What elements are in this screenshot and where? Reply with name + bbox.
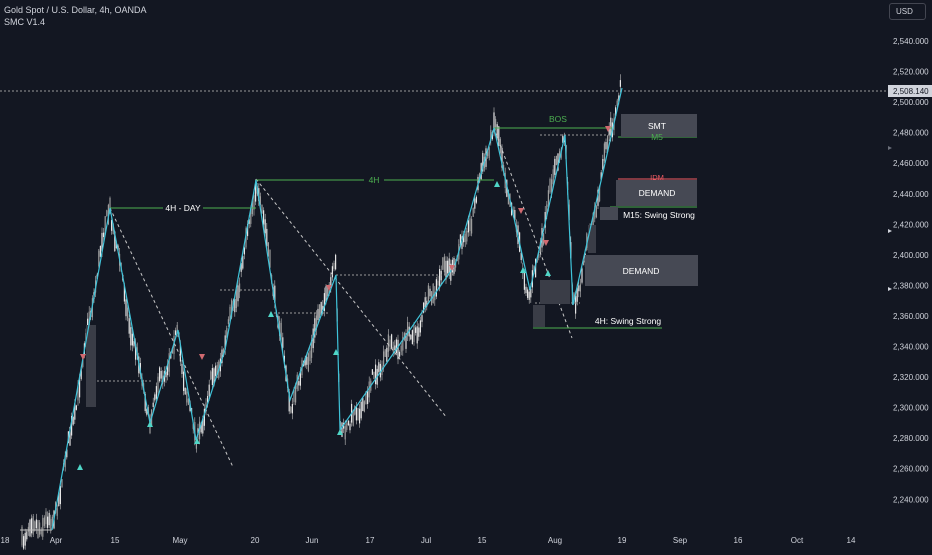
triangle-up-icon — [268, 311, 274, 317]
trend-line-2 — [255, 178, 448, 419]
price-tick-label: 2,340.000 — [893, 343, 929, 352]
label-m15-swing: M15: Swing Strong — [623, 210, 695, 220]
price-tick-label: 2,260.000 — [893, 465, 929, 474]
current-price-tag — [888, 85, 932, 97]
time-tick-label: Jun — [306, 536, 319, 545]
zone-small-c — [86, 325, 96, 407]
label-bos: BOS — [549, 114, 567, 124]
swing-low-markers — [77, 181, 551, 470]
zone-small-a — [540, 280, 570, 304]
price-tick-label: 2,320.000 — [893, 373, 929, 382]
symbol-title: Gold Spot / U.S. Dollar, 4h, OANDA — [4, 5, 147, 15]
time-tick-label: 17 — [366, 536, 375, 545]
zone-small-b — [533, 305, 545, 327]
price-tick-label: 2,540.000 — [893, 37, 929, 46]
time-tick-label: 18 — [1, 536, 10, 545]
triangle-down-icon — [80, 354, 86, 360]
label-idm: IDM — [650, 173, 664, 182]
price-tick-label: 2,300.000 — [893, 404, 929, 413]
label-4h-day: 4H - DAY — [165, 203, 201, 213]
time-tick-label: Sep — [673, 536, 688, 545]
trend-line-1 — [109, 207, 234, 468]
time-tick-label: Oct — [791, 536, 804, 545]
chart-legend: Gold Spot / U.S. Dollar, 4h, OANDA SMC V… — [4, 4, 147, 28]
label-4h-swing: 4H: Swing Strong — [595, 316, 661, 326]
triangle-up-icon — [337, 429, 343, 435]
price-axis: 2,540.000 2,520.000 2,500.000 2,480.000 2,46… — [893, 37, 929, 504]
time-tick-label: 15 — [111, 536, 120, 545]
time-tick-label: May — [172, 536, 187, 545]
smt-zone — [621, 114, 697, 137]
price-tick-label: 2,400.000 — [893, 251, 929, 260]
time-tick-label: 16 — [734, 536, 743, 545]
m15-zone — [600, 207, 618, 220]
demand-zone-lower — [585, 255, 698, 286]
price-tick-label: 2,240.000 — [893, 495, 929, 504]
arrow-marker-icon — [888, 287, 892, 291]
triangle-down-icon — [449, 265, 455, 271]
currency-button[interactable]: USD — [889, 3, 926, 20]
triangle-down-icon — [543, 240, 549, 246]
time-tick-label: 19 — [618, 536, 627, 545]
triangle-up-icon — [545, 270, 551, 276]
label-demand-lower: DEMAND — [623, 266, 660, 276]
structure-levels — [110, 127, 697, 329]
current-price-label: 2,508.140 — [893, 87, 929, 96]
triangle-down-icon — [518, 208, 524, 214]
triangle-up-icon — [147, 421, 153, 427]
swing-high-markers — [80, 126, 611, 360]
price-tick-label: 2,420.000 — [893, 220, 929, 229]
trend-lines — [109, 127, 573, 468]
triangle-down-icon — [605, 126, 611, 132]
arrow-marker-icon — [888, 146, 892, 150]
candlestick-series — [20, 74, 621, 551]
price-tick-label: 2,460.000 — [893, 159, 929, 168]
demand-zone-upper — [616, 180, 697, 206]
arrow-marker-icon — [888, 229, 892, 233]
label-demand-upper: DEMAND — [639, 188, 676, 198]
time-axis: 18 Apr 15 May 20 Jun 17 Jul 15 Aug 19 Sep 16 Oct 14 — [1, 536, 856, 545]
time-tick-label: 15 — [478, 536, 487, 545]
triangle-down-icon — [199, 354, 205, 360]
time-tick-label: Apr — [50, 536, 63, 545]
indicator-title: SMC V1.4 — [4, 17, 46, 27]
zone-small-d — [588, 225, 596, 253]
scale-markers — [888, 146, 892, 291]
time-tick-label: 14 — [847, 536, 856, 545]
triangle-down-icon — [326, 285, 332, 291]
triangle-up-icon — [77, 464, 83, 470]
price-tick-label: 2,500.000 — [893, 98, 929, 107]
price-tick-label: 2,520.000 — [893, 68, 929, 77]
time-tick-label: Aug — [548, 536, 562, 545]
label-smt: SMT — [648, 121, 666, 131]
price-tick-label: 2,380.000 — [893, 281, 929, 290]
triangle-up-icon — [333, 349, 339, 355]
triangle-up-icon — [520, 267, 526, 273]
time-tick-label: 20 — [251, 536, 260, 545]
label-m5: M5 — [651, 132, 663, 142]
price-tick-label: 2,480.000 — [893, 129, 929, 138]
zones — [86, 114, 698, 407]
price-tick-label: 2,360.000 — [893, 312, 929, 321]
price-tick-label: 2,280.000 — [893, 434, 929, 443]
price-tick-label: 2,440.000 — [893, 190, 929, 199]
zigzag-line — [51, 87, 623, 531]
dashed-levels — [0, 90, 888, 382]
triangle-up-icon — [494, 181, 500, 187]
time-tick-label: Jul — [421, 536, 431, 545]
label-4h: 4H — [369, 175, 380, 185]
triangle-up-icon — [194, 438, 200, 444]
